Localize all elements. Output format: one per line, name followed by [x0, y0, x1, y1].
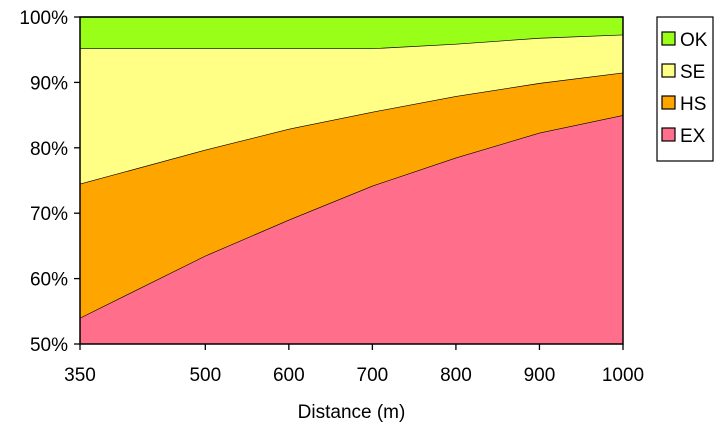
y-tick-label: 90%	[30, 73, 68, 94]
area-hs	[80, 72, 623, 318]
chart-areas	[79, 16, 624, 344]
legend-label-hs: HS	[680, 94, 706, 115]
legend-swatch-ok	[661, 31, 676, 46]
y-tick-label: 70%	[30, 204, 68, 225]
y-axis: 50% 60% 70% 80% 90% 100%	[19, 8, 80, 356]
x-tick-label: 800	[440, 365, 472, 386]
x-tick-label: 900	[524, 365, 556, 386]
legend-label-se: SE	[680, 62, 705, 83]
area-ok	[80, 17, 623, 49]
x-axis: 350 500 600 700 800 900 1000	[64, 344, 644, 386]
x-tick-label: 700	[357, 365, 389, 386]
plot-border	[79, 16, 624, 345]
x-axis-title: Distance (m)	[298, 402, 406, 423]
y-tick-label: 60%	[30, 270, 68, 291]
area-ex	[80, 115, 623, 344]
x-tick-label: 500	[189, 365, 221, 386]
legend-label-ok: OK	[680, 30, 708, 51]
area-se	[80, 34, 623, 184]
x-tick-label: 600	[273, 365, 305, 386]
x-tick-label: 1000	[602, 365, 644, 386]
legend-swatch-se	[661, 63, 676, 78]
y-tick-label: 100%	[19, 8, 68, 29]
y-tick-label: 80%	[30, 139, 68, 160]
y-tick-label: 50%	[30, 335, 68, 356]
legend-label-ex: EX	[680, 126, 706, 147]
x-tick-label: 350	[64, 365, 96, 386]
legend: OK SE HS EX	[656, 16, 714, 162]
legend-swatch-ex	[661, 127, 676, 142]
legend-swatch-hs	[661, 95, 676, 110]
